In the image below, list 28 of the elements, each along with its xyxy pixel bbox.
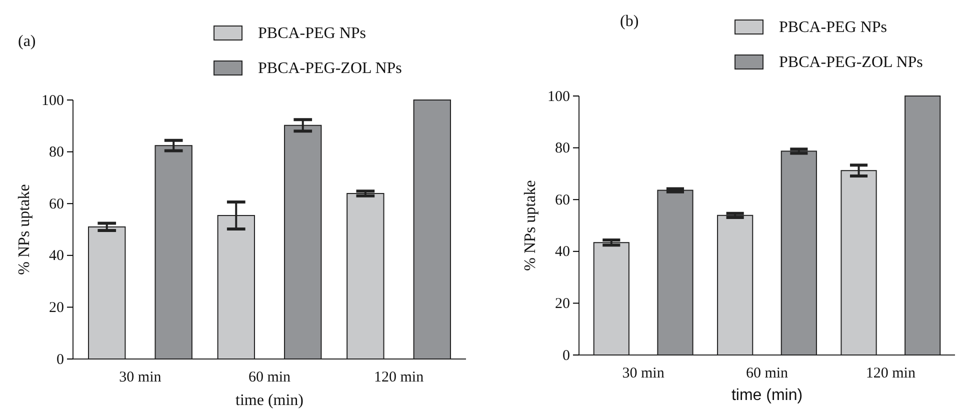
chart-title: (b) — [620, 13, 639, 30]
x-tick-label: 60 min — [746, 366, 789, 382]
y-axis-title: % NPs uptake — [16, 184, 33, 275]
x-tick-label: 30 min — [119, 370, 162, 386]
y-tick-label: 100 — [548, 88, 570, 105]
y-tick-label: 60 — [555, 192, 570, 208]
x-tick-label: 120 min — [866, 366, 916, 382]
y-tick-label: 40 — [555, 244, 570, 260]
chart-title: (a) — [18, 33, 36, 50]
y-tick-label: 40 — [49, 248, 64, 264]
legend-label: PBCA-PEG-ZOL NPs — [779, 54, 923, 71]
x-tick-label: 60 min — [248, 370, 292, 386]
y-tick-label: 20 — [555, 296, 570, 312]
x-axis-title: time (min) — [731, 387, 803, 404]
y-tick-label: 60 — [49, 196, 64, 212]
x-tick-label: 30 min — [622, 366, 665, 382]
y-tick-label: 20 — [49, 300, 64, 316]
x-axis-title: time (min) — [236, 392, 304, 409]
x-tick-label: 120 min — [374, 370, 424, 386]
y-tick-label: 0 — [562, 348, 570, 364]
y-tick-label: 80 — [49, 144, 64, 161]
y-tick-label: 80 — [555, 140, 570, 157]
y-axis-title: % NPs uptake — [522, 180, 539, 271]
legend-label: PBCA-PEG NPs — [258, 25, 366, 42]
y-tick-label: 100 — [42, 92, 64, 109]
y-tick-label: 0 — [56, 352, 64, 368]
legend-label: PBCA-PEG-ZOL NPs — [258, 60, 402, 77]
legend-label: PBCA-PEG NPs — [779, 19, 888, 36]
